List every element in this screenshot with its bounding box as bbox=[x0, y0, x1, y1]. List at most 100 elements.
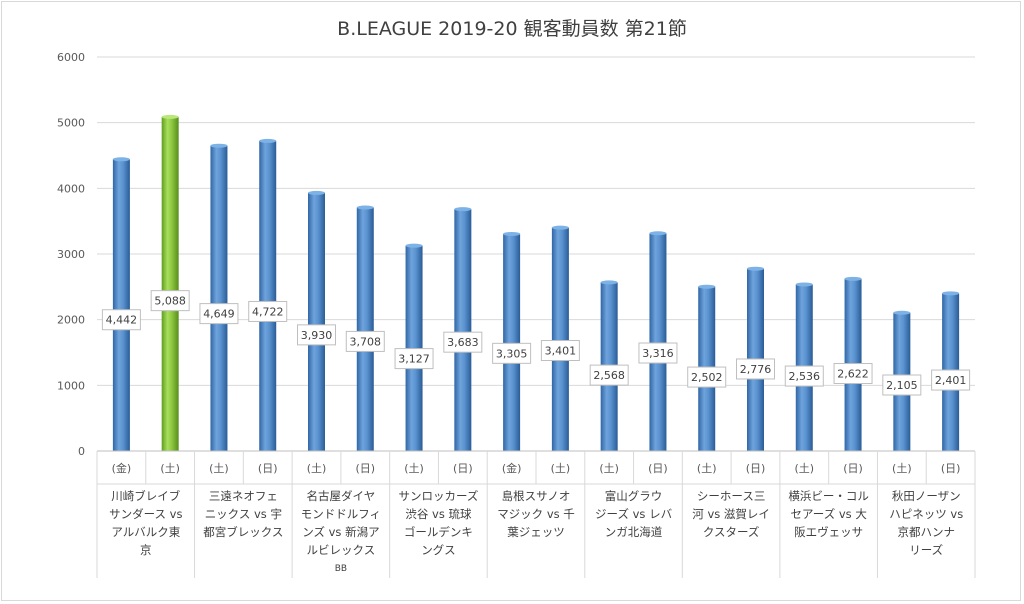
bar bbox=[356, 207, 374, 451]
bar bbox=[112, 159, 130, 452]
day-label: (土) bbox=[209, 462, 229, 475]
bar-cap bbox=[649, 231, 667, 236]
match-label-line: 阪エヴェッサ bbox=[794, 525, 863, 539]
match-label-line: ハピネッツ vs bbox=[889, 507, 963, 521]
match-label-line: 川崎ブレイブ bbox=[111, 489, 180, 503]
data-label: 3,708 bbox=[350, 335, 382, 348]
bar-cap bbox=[844, 276, 862, 281]
day-label: (土) bbox=[160, 462, 180, 475]
match-label-line: マジック vs 千 bbox=[497, 507, 575, 521]
match-label-line: クスターズ bbox=[703, 525, 760, 539]
match-label-line: モンドドルフィ bbox=[301, 507, 381, 521]
match-label-line: リーズ bbox=[909, 543, 943, 557]
bar bbox=[161, 116, 179, 451]
day-label: (金) bbox=[112, 461, 132, 475]
bar-cap bbox=[551, 225, 569, 230]
bar-cap bbox=[893, 310, 911, 315]
day-label: (土) bbox=[794, 462, 814, 475]
data-label: 4,722 bbox=[252, 305, 284, 318]
match-label-line: ルビレックス bbox=[307, 543, 376, 557]
day-label: (土) bbox=[892, 462, 912, 475]
data-label-box bbox=[687, 366, 727, 388]
data-label: 2,536 bbox=[789, 370, 821, 383]
match-label-line: 秋田ノーザン bbox=[892, 489, 961, 503]
bar-cap bbox=[308, 190, 325, 195]
match-label-line: サンロッカーズ bbox=[398, 489, 478, 503]
y-tick-label: 3000 bbox=[57, 248, 85, 261]
data-label-box bbox=[199, 303, 239, 325]
match-label-line: 渋谷 vs 琉球 bbox=[405, 507, 472, 521]
bar-cap bbox=[161, 114, 179, 119]
data-label: 4,649 bbox=[203, 308, 235, 321]
bar-cap bbox=[405, 243, 423, 248]
match-label-line: ニックス vs 宇 bbox=[205, 507, 282, 521]
data-label-box bbox=[101, 309, 141, 331]
day-label: (日) bbox=[746, 462, 766, 475]
bar bbox=[308, 192, 325, 451]
match-label-line: 富山グラウ bbox=[605, 489, 663, 503]
match-label-line: サンダース vs bbox=[109, 507, 182, 521]
y-tick-label: 5000 bbox=[57, 117, 85, 130]
data-label-box bbox=[638, 342, 678, 364]
bar-cap bbox=[503, 231, 521, 236]
match-label-line: ゴールデンキ bbox=[404, 525, 473, 539]
bar bbox=[259, 140, 277, 451]
day-label: (日) bbox=[355, 462, 375, 475]
bar-cap bbox=[698, 284, 716, 289]
match-label-line: セアーズ vs 大 bbox=[790, 507, 867, 521]
data-label: 3,127 bbox=[398, 353, 430, 366]
bar bbox=[454, 209, 472, 451]
data-label: 3,683 bbox=[447, 336, 479, 349]
bar-cap bbox=[454, 207, 472, 212]
data-label: 2,502 bbox=[691, 371, 723, 384]
data-label-box bbox=[394, 348, 434, 370]
bar-cap bbox=[795, 282, 813, 287]
match-label-line: ンズ vs 新潟ア bbox=[302, 525, 379, 539]
data-label-box bbox=[784, 365, 824, 387]
data-label-box bbox=[492, 342, 532, 364]
match-label-line: ンガ北海道 bbox=[605, 525, 663, 539]
match-label-line: 京 bbox=[140, 543, 152, 557]
y-tick-label: 1000 bbox=[57, 379, 85, 392]
y-tick-label: 4000 bbox=[57, 182, 85, 195]
bar bbox=[503, 233, 521, 451]
bar-cap bbox=[747, 266, 764, 271]
data-label-box bbox=[443, 331, 483, 353]
data-label-box bbox=[736, 358, 775, 380]
data-label: 2,401 bbox=[935, 374, 967, 387]
match-label-line: 横浜ビー・コル bbox=[788, 489, 869, 503]
data-label: 2,568 bbox=[593, 369, 625, 382]
data-label-box bbox=[150, 290, 190, 312]
data-label: 2,105 bbox=[886, 379, 918, 392]
y-tick-label: 6000 bbox=[57, 51, 85, 64]
day-label: (日) bbox=[453, 462, 473, 475]
match-label-line: 名古屋ダイヤ bbox=[307, 489, 376, 503]
bar bbox=[649, 233, 667, 451]
data-label-box bbox=[882, 374, 922, 396]
day-label: (日) bbox=[843, 462, 863, 475]
day-label: (日) bbox=[258, 462, 278, 475]
data-label-box bbox=[833, 363, 873, 385]
chart-title: B.LEAGUE 2019-20 観客動員数 第21節 bbox=[337, 18, 687, 40]
bar-cap bbox=[259, 138, 277, 143]
bar-cap bbox=[942, 291, 960, 296]
data-label-box bbox=[540, 340, 580, 362]
data-label: 2,776 bbox=[740, 363, 772, 376]
bar-cap bbox=[356, 205, 374, 210]
match-label-line: 葉ジェッツ bbox=[507, 525, 565, 539]
match-label-line: ジーズ vs レバ bbox=[595, 507, 673, 521]
y-tick-label: 0 bbox=[78, 445, 85, 458]
day-label: (金) bbox=[502, 461, 522, 475]
data-label: 3,930 bbox=[301, 329, 333, 342]
match-label-line: 三遠ネオフェ bbox=[209, 489, 278, 503]
data-label-box bbox=[589, 364, 629, 386]
data-label: 4,442 bbox=[106, 314, 138, 327]
day-label: (土) bbox=[404, 462, 424, 475]
match-label-line: 島根スサノオ bbox=[502, 489, 571, 503]
data-label: 3,401 bbox=[545, 345, 577, 358]
data-label: 5,088 bbox=[154, 295, 186, 308]
day-label: (土) bbox=[697, 462, 717, 475]
data-label-box bbox=[297, 324, 336, 346]
y-tick-label: 2000 bbox=[57, 314, 85, 327]
